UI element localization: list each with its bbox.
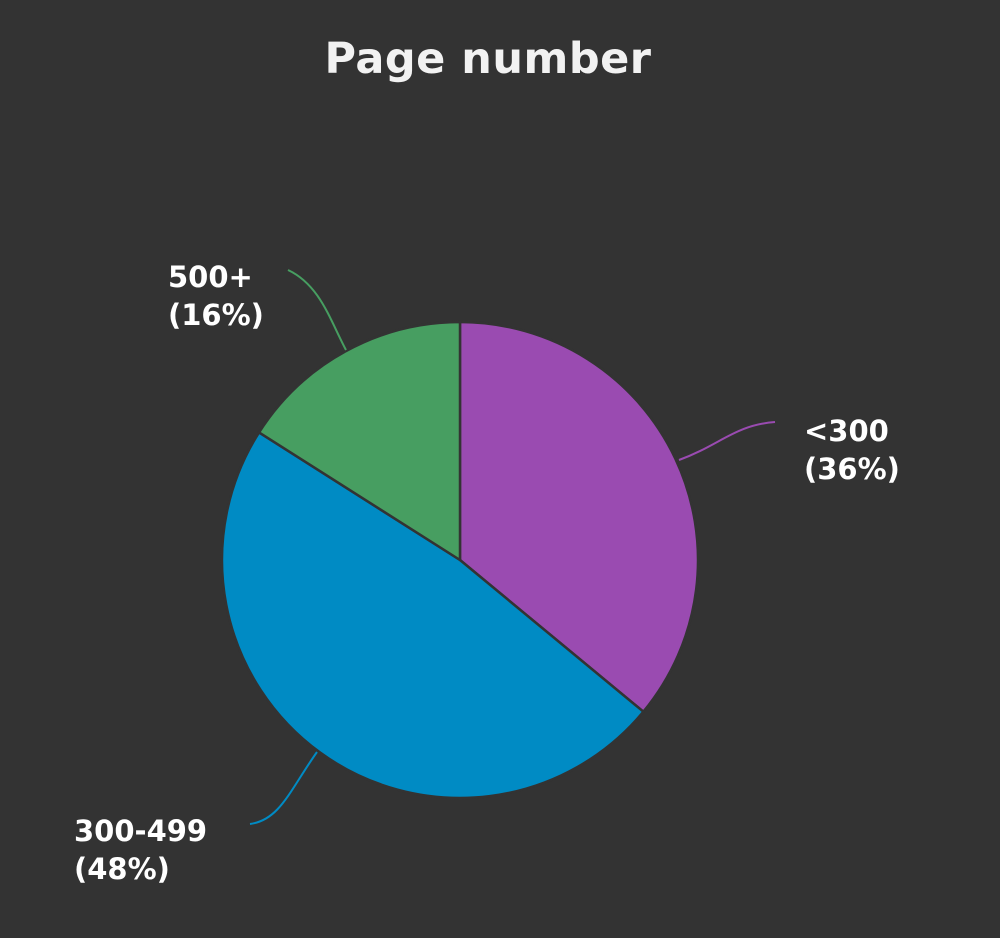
slice-label-under-300: <300 (36%): [804, 412, 900, 488]
slices-group: [220, 320, 700, 800]
slice-300-499: [220, 431, 645, 800]
slice-under-300: [458, 320, 700, 713]
slice-label-category: 300-499: [74, 814, 208, 848]
leader-lines-group: [249, 269, 776, 825]
slice-label-percent: (16%): [168, 298, 264, 332]
chart-title: Page number: [324, 34, 652, 84]
leader-line-under-300: [678, 421, 776, 461]
slice-label-category: <300: [804, 414, 889, 448]
leader-line-300-499: [249, 751, 318, 825]
slice-label-500-plus: 500+ (16%): [168, 258, 264, 334]
slice-500-plus: [257, 320, 462, 562]
slice-label-category: 500+: [168, 260, 253, 294]
slice-label-percent: (48%): [74, 852, 170, 886]
leader-line-500-plus: [287, 269, 347, 351]
slice-label-300-499: 300-499 (48%): [74, 812, 207, 888]
slice-label-percent: (36%): [804, 452, 900, 486]
